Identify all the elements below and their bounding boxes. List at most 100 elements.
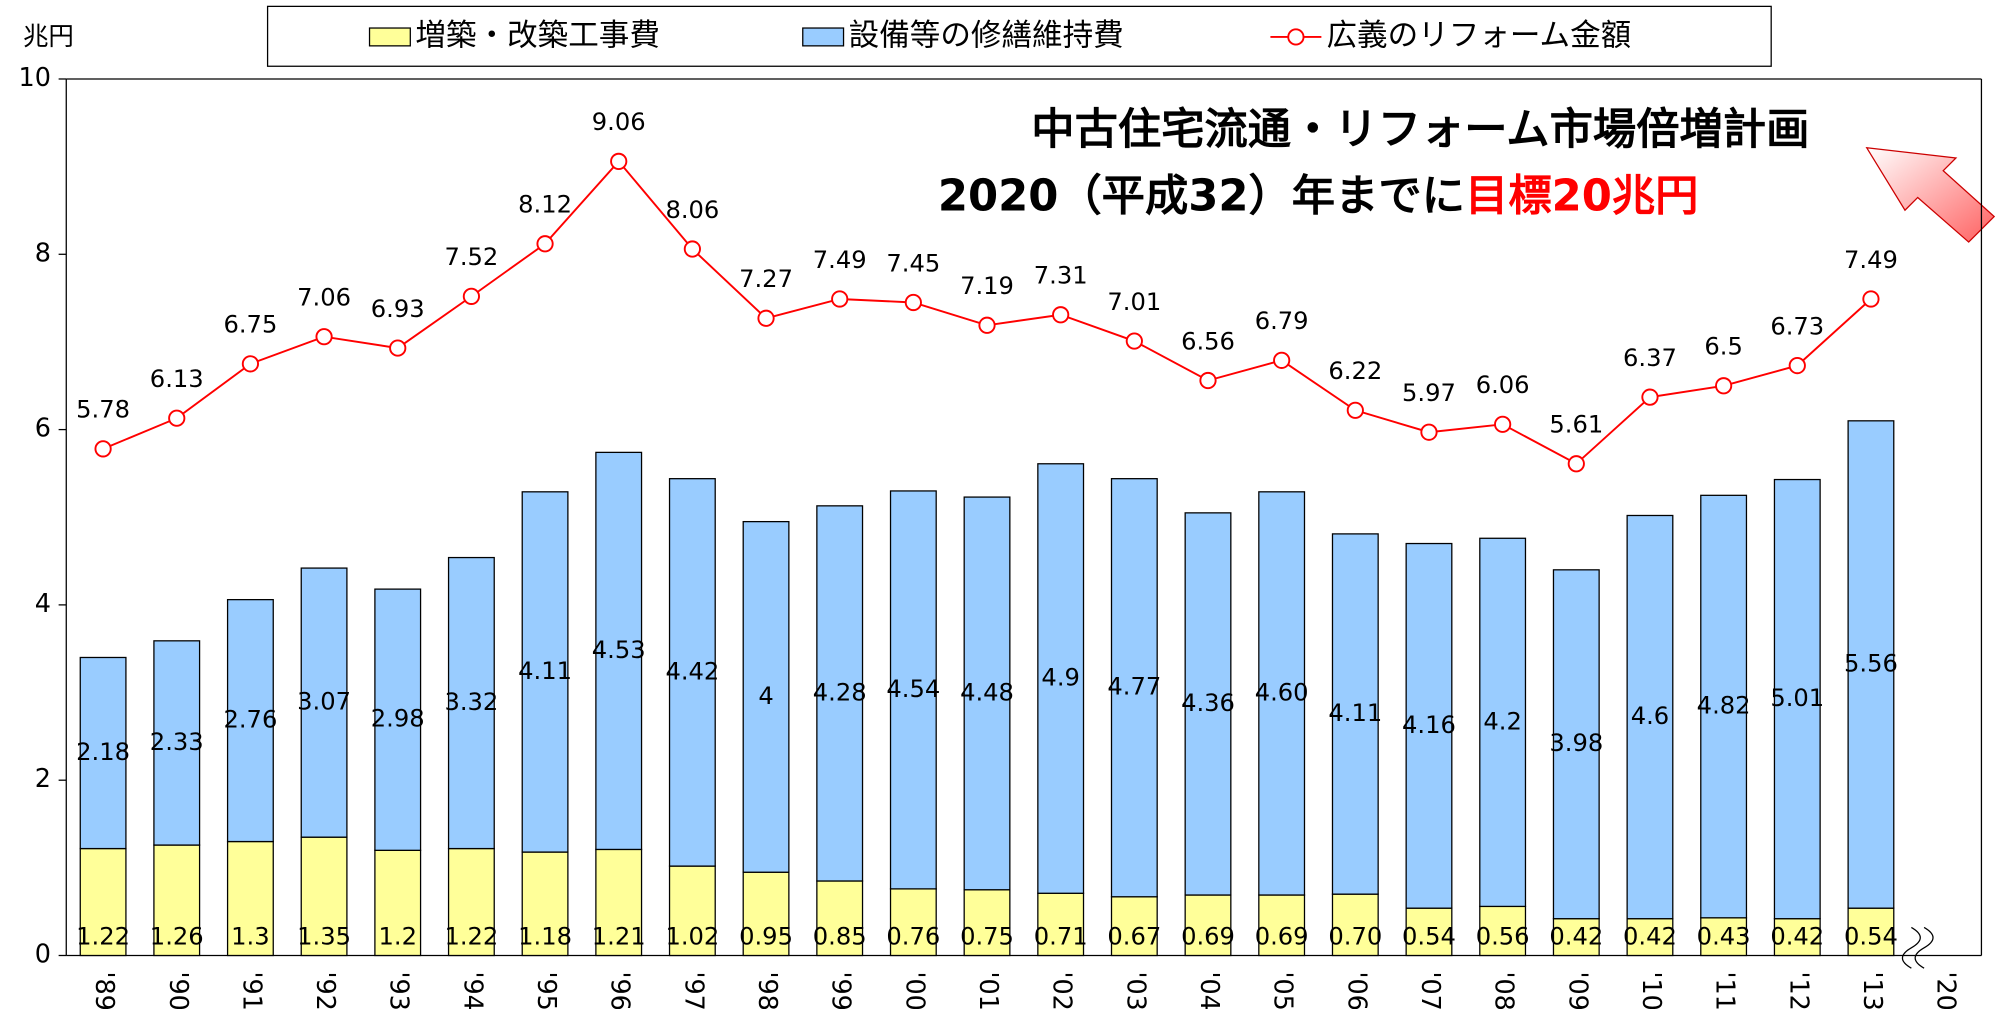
data-label: 0.42 xyxy=(1549,923,1603,951)
y-tick-label: 6 xyxy=(35,414,51,444)
data-label: 9.06 xyxy=(592,108,646,136)
bar-segment xyxy=(742,520,790,873)
data-label: 0.95 xyxy=(739,923,793,951)
data-label: 2.76 xyxy=(223,706,277,734)
bar-segment xyxy=(153,640,201,846)
line-marker xyxy=(683,240,701,258)
line-marker xyxy=(462,287,480,305)
bar-segment xyxy=(226,598,274,843)
data-label: 4.53 xyxy=(592,636,646,664)
data-label: 6.56 xyxy=(1181,327,1235,355)
data-label: 4.2 xyxy=(1483,707,1521,735)
data-label: 4.48 xyxy=(960,678,1014,706)
axis-break xyxy=(1901,926,1934,969)
data-label: 4.11 xyxy=(1328,699,1382,727)
data-label: 1.35 xyxy=(297,923,351,951)
data-label: 7.49 xyxy=(1844,246,1898,274)
data-label: 3.32 xyxy=(444,688,498,716)
x-tick-label: '02 xyxy=(1047,971,1077,1009)
x-tick-label: '08 xyxy=(1489,971,1519,1009)
data-label: 2.18 xyxy=(76,738,130,766)
data-label: 1.22 xyxy=(76,923,130,951)
legend-swatch xyxy=(368,27,411,47)
y-axis-label: 兆円 xyxy=(23,22,74,52)
bar-segment xyxy=(1331,893,1379,957)
line-marker xyxy=(1715,377,1733,395)
data-label: 4.6 xyxy=(1631,702,1669,730)
legend-label: 設備等の修繕維持費 xyxy=(849,18,1124,53)
y-tick-label: 8 xyxy=(35,238,51,268)
x-tick-label: '10 xyxy=(1636,971,1666,1009)
line-marker xyxy=(241,355,260,373)
bar-segment xyxy=(595,451,643,851)
legend-label: 広義のリフォーム金額 xyxy=(1326,18,1631,53)
line-marker xyxy=(315,328,333,346)
bar-segment xyxy=(1405,542,1453,909)
y-tick-label: 0 xyxy=(35,939,51,969)
data-label: 0.56 xyxy=(1476,923,1530,951)
data-label: 3.98 xyxy=(1549,729,1603,757)
x-tick-label: '95 xyxy=(531,971,561,1009)
data-label: 5.56 xyxy=(1844,649,1898,677)
data-label: 8.06 xyxy=(665,196,719,224)
bar-segment xyxy=(816,505,864,882)
x-tick-label: '03 xyxy=(1120,971,1150,1009)
bar-segment xyxy=(521,491,569,853)
line-marker xyxy=(904,293,922,312)
data-label: 0.54 xyxy=(1844,923,1898,951)
x-tick-label: '90 xyxy=(163,971,193,1009)
data-label: 0.76 xyxy=(886,923,940,951)
line-marker xyxy=(1199,371,1217,390)
data-label: 0.42 xyxy=(1770,923,1824,951)
bar-segment xyxy=(595,848,643,957)
bar-segment xyxy=(79,847,127,957)
line-marker xyxy=(389,339,407,357)
bar-segment xyxy=(79,656,127,850)
line-marker xyxy=(1862,290,1880,308)
data-label: 6.93 xyxy=(371,295,425,323)
data-label: 7.31 xyxy=(1034,262,1088,290)
data-label: 6.22 xyxy=(1328,357,1382,385)
data-label: 7.01 xyxy=(1107,288,1161,316)
x-tick-label: '00 xyxy=(899,971,929,1009)
arrow xyxy=(1865,147,1996,243)
x-tick-label: '01 xyxy=(973,971,1003,1009)
line-marker xyxy=(1346,401,1364,419)
bar-segment xyxy=(447,847,495,957)
x-tick-label: '94 xyxy=(457,971,487,1009)
bar-segment xyxy=(374,849,422,957)
data-label: 1.22 xyxy=(444,923,498,951)
y-tick-label: 4 xyxy=(35,589,51,619)
data-label: 7.06 xyxy=(297,283,351,311)
y-tick-label: 10 xyxy=(19,63,51,93)
x-tick-label: '06 xyxy=(1341,971,1371,1009)
data-label: 4.60 xyxy=(1255,678,1309,706)
x-tick-label: '20 xyxy=(1931,971,1961,1009)
line-marker xyxy=(831,290,849,308)
data-label: 4.16 xyxy=(1402,711,1456,739)
line-marker xyxy=(978,316,996,334)
bar-segment xyxy=(1700,494,1748,919)
x-tick-label: '12 xyxy=(1783,971,1813,1009)
data-label: 0.71 xyxy=(1034,923,1088,951)
data-label: 4.77 xyxy=(1107,673,1161,701)
data-label: 4.82 xyxy=(1697,692,1751,720)
data-label: 4.42 xyxy=(665,657,719,685)
line-marker xyxy=(1788,357,1806,375)
x-tick-label: '07 xyxy=(1415,971,1445,1009)
data-label: 0.70 xyxy=(1328,923,1382,951)
bar-segment xyxy=(1258,894,1306,957)
data-label: 0.54 xyxy=(1402,923,1456,951)
line-marker xyxy=(94,440,112,458)
data-label: 0.43 xyxy=(1697,923,1751,951)
data-label: 5.61 xyxy=(1549,411,1603,439)
x-tick-label: '89 xyxy=(89,971,119,1009)
data-label: 0.69 xyxy=(1255,923,1309,951)
data-label: 4.11 xyxy=(518,657,572,685)
y-tick-label: 2 xyxy=(35,764,51,794)
line-marker xyxy=(168,409,186,427)
bar-segment xyxy=(1479,905,1527,957)
line-marker xyxy=(536,235,554,253)
bar-segment xyxy=(668,865,716,957)
